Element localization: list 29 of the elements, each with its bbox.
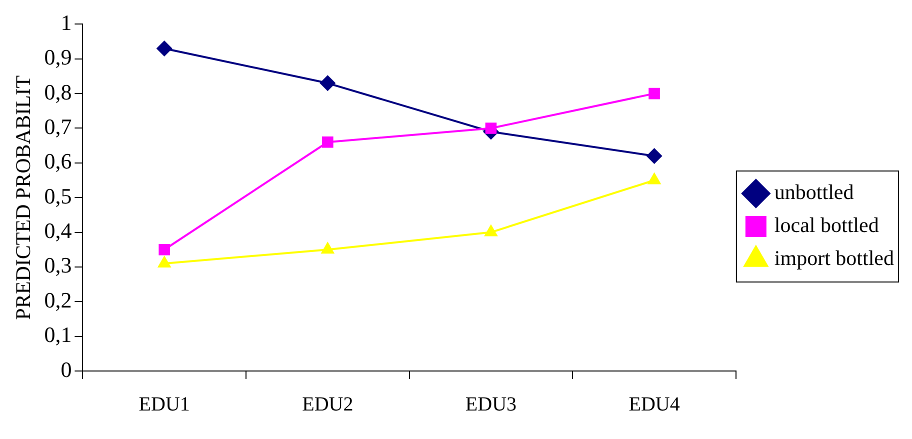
y-axis-title: PREDICTED PROBABILIT — [11, 75, 36, 320]
y-tick-label: 0,5 — [44, 183, 72, 208]
y-tick-label: 0,7 — [44, 114, 72, 140]
y-tick-label: 0,6 — [44, 148, 72, 174]
legend-label: local bottled — [774, 213, 880, 238]
y-tick-label: 0,4 — [44, 218, 72, 244]
y-tick-label: 0,1 — [44, 322, 72, 348]
point — [646, 148, 662, 164]
legend-label: unbottled — [774, 180, 854, 204]
x-tick-label: EDU1 — [138, 393, 190, 416]
legend-label: import bottled — [774, 246, 894, 270]
point — [320, 242, 335, 254]
point — [648, 88, 660, 100]
y-tick-label: 0,8 — [44, 79, 72, 104]
point — [156, 40, 172, 56]
point — [484, 224, 498, 236]
point — [322, 136, 334, 148]
y-tick-label: 0,2 — [44, 287, 72, 312]
point — [647, 172, 662, 184]
x-tick-label: EDU4 — [628, 393, 680, 416]
x-tick-label: EDU3 — [465, 393, 517, 416]
point — [320, 75, 336, 92]
point — [157, 255, 172, 268]
y-tick-label: 0,3 — [44, 252, 72, 278]
y-tick-label: 0,9 — [44, 44, 72, 70]
point — [485, 122, 497, 134]
y-tick-label: 1 — [60, 10, 72, 35]
x-tick-label: EDU2 — [302, 393, 354, 416]
y-tick-label: 0 — [60, 356, 72, 382]
